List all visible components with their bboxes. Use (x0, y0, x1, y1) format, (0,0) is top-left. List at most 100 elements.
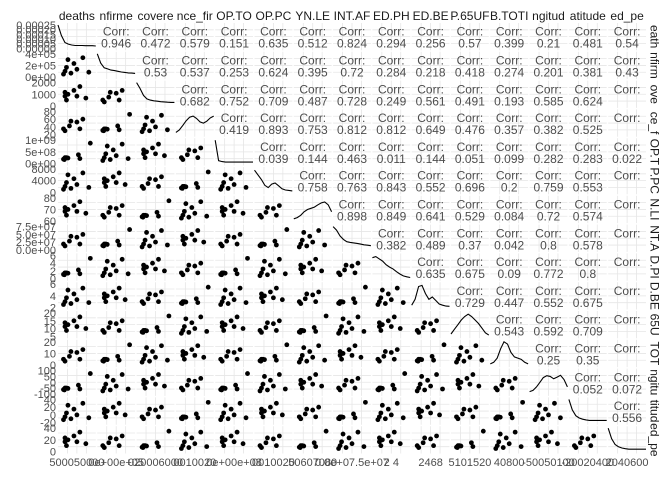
corr-value: 0.381 (573, 65, 603, 79)
strip-top (136, 8, 175, 23)
corr-value: 0.395 (298, 65, 328, 79)
corr-label: Corr: (496, 284, 523, 298)
corr-value: 0.675 (573, 296, 603, 310)
scatter-point (228, 291, 234, 297)
y-tick-label: 0 (50, 410, 56, 422)
scatter-point (322, 242, 328, 248)
scatter-point (299, 385, 305, 391)
corr-label: Corr: (457, 111, 484, 125)
scatter-point (154, 209, 160, 215)
scatter-point (282, 271, 288, 277)
scatter-point (379, 287, 385, 293)
scatter-point (299, 443, 305, 449)
scatter-point (142, 237, 148, 243)
corr-value: 0.487 (298, 94, 328, 108)
y-tick-label: 20 (44, 130, 56, 142)
scatter-point (195, 185, 201, 190)
scatter-point (116, 357, 122, 363)
corr-value: 0.022 (612, 152, 642, 166)
corr-label: Corr: (417, 255, 444, 269)
scatter-point (186, 445, 192, 450)
scatter-point (378, 295, 384, 301)
scatter-point (228, 203, 234, 208)
scatter-point (503, 435, 509, 441)
scatter-point (156, 141, 161, 147)
y-tick-label: 2.5e+07 (16, 237, 56, 249)
corr-label: Corr: (614, 25, 641, 39)
corr-value: 0.491 (455, 94, 485, 108)
scatter-point (77, 429, 83, 435)
scatter-point (183, 316, 189, 322)
scatter-point (231, 297, 237, 303)
corr-value: 0.447 (494, 296, 524, 310)
scatter-point (470, 444, 476, 450)
scatter-point (159, 343, 164, 349)
scatter-point (273, 400, 279, 406)
scatter-point (119, 87, 125, 93)
scatter-point (299, 237, 305, 243)
scatter-point (62, 299, 68, 305)
scatter-point (221, 180, 227, 185)
corr-value: 0.357 (494, 123, 524, 137)
scatter-point (376, 324, 382, 329)
scatter-point (422, 435, 428, 441)
scatter-point (259, 214, 264, 220)
corr-value: 0.151 (219, 37, 249, 51)
scatter-point (180, 212, 186, 218)
strip-right-label: TOT (648, 342, 662, 366)
scatter-point (476, 383, 482, 389)
scatter-point (80, 400, 86, 406)
corr-value: 0.283 (573, 152, 603, 166)
scatter-point (156, 329, 161, 334)
scatter-point (64, 443, 69, 449)
strip-right-label: NT.A (648, 225, 662, 251)
corr-label: Corr: (299, 53, 326, 67)
scatter-point (101, 445, 107, 450)
corr-value: 0.8 (579, 267, 596, 281)
scatter-point (122, 297, 128, 303)
scatter-point (64, 64, 69, 70)
strip-top (254, 8, 293, 23)
corr-value: 0.753 (298, 123, 328, 137)
corr-label: Corr: (339, 111, 366, 125)
scatter-point (68, 301, 74, 306)
scatter-point (119, 256, 125, 262)
strip-right-label: titud (648, 400, 662, 423)
corr-value: 0.218 (416, 65, 446, 79)
scatter-point (116, 97, 122, 103)
y-tick-label: 2e+05 (25, 60, 56, 72)
scatter-point (83, 326, 89, 331)
corr-label: Corr: (574, 313, 601, 327)
scatter-point (192, 441, 198, 447)
scatter-point (265, 205, 270, 210)
scatter-point (552, 400, 557, 406)
scatter-point (219, 208, 225, 214)
scatter-point (440, 386, 445, 392)
scatter-point (276, 256, 282, 262)
scatter-point (165, 127, 170, 133)
scatter-point (259, 270, 264, 276)
corr-value: 0.2 (501, 181, 518, 195)
scatter-point (113, 206, 119, 211)
scatter-point (316, 289, 322, 295)
scatter-point (107, 205, 113, 210)
scatter-point (534, 439, 539, 445)
corr-label: Corr: (614, 53, 641, 67)
scatter-point (107, 157, 113, 162)
strip-top (333, 8, 371, 23)
scatter-point (276, 318, 282, 324)
scatter-point (225, 185, 231, 191)
scatter-point (339, 324, 344, 329)
corr-label: Corr: (339, 169, 366, 183)
corr-value: 0.553 (573, 181, 603, 195)
y-tick-label: 4 (50, 258, 56, 270)
corr-label: Corr: (535, 341, 562, 355)
scatter-point (153, 266, 158, 272)
y-tick-label: 40 (44, 423, 56, 435)
scatter-point (189, 435, 195, 441)
scatter-point (455, 356, 461, 362)
scatter-point (234, 241, 240, 247)
strip-top (175, 8, 214, 23)
scatter-point (494, 443, 500, 449)
x-tick-label: 2468 (418, 457, 442, 469)
